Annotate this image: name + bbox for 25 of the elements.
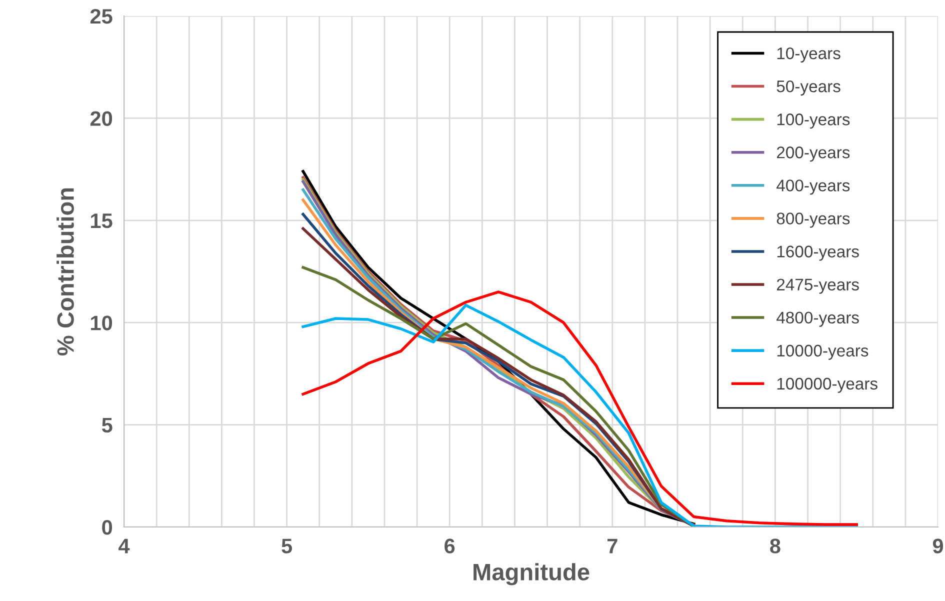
y-axis-title: % Contribution [56, 188, 74, 356]
legend-label: 2475-years [776, 278, 859, 294]
legend-label: 50-years [776, 80, 840, 96]
y-tick-label: 10 [91, 316, 112, 330]
legend-label: 1600-years [777, 246, 859, 261]
legend-label: 100-years [777, 114, 850, 129]
legend-label: 800-years [776, 212, 850, 228]
y-tick-label: 0 [102, 520, 112, 535]
x-tick-label: 7 [608, 538, 618, 554]
y-tick-label: 5 [102, 418, 112, 433]
x-tick-label: 4 [118, 538, 130, 554]
legend-label: 400-years [776, 180, 850, 195]
x-tick-label: 9 [932, 538, 944, 554]
legend-label: 10-years [777, 47, 840, 63]
x-tick-label: 5 [282, 538, 292, 554]
x-tick-label: 8 [770, 538, 780, 554]
legend-label: 4800-years [776, 312, 859, 327]
y-tick-label: 15 [91, 214, 112, 228]
x-tick-label: 6 [444, 538, 455, 554]
y-tick-label: 25 [90, 9, 112, 24]
legend-label: 10000-years [777, 344, 868, 360]
legend-label: 200-years [776, 146, 850, 162]
x-axis-title: Magnitude [474, 563, 590, 586]
legend-label: 100000-years [777, 378, 878, 393]
y-tick-label: 20 [90, 111, 112, 126]
